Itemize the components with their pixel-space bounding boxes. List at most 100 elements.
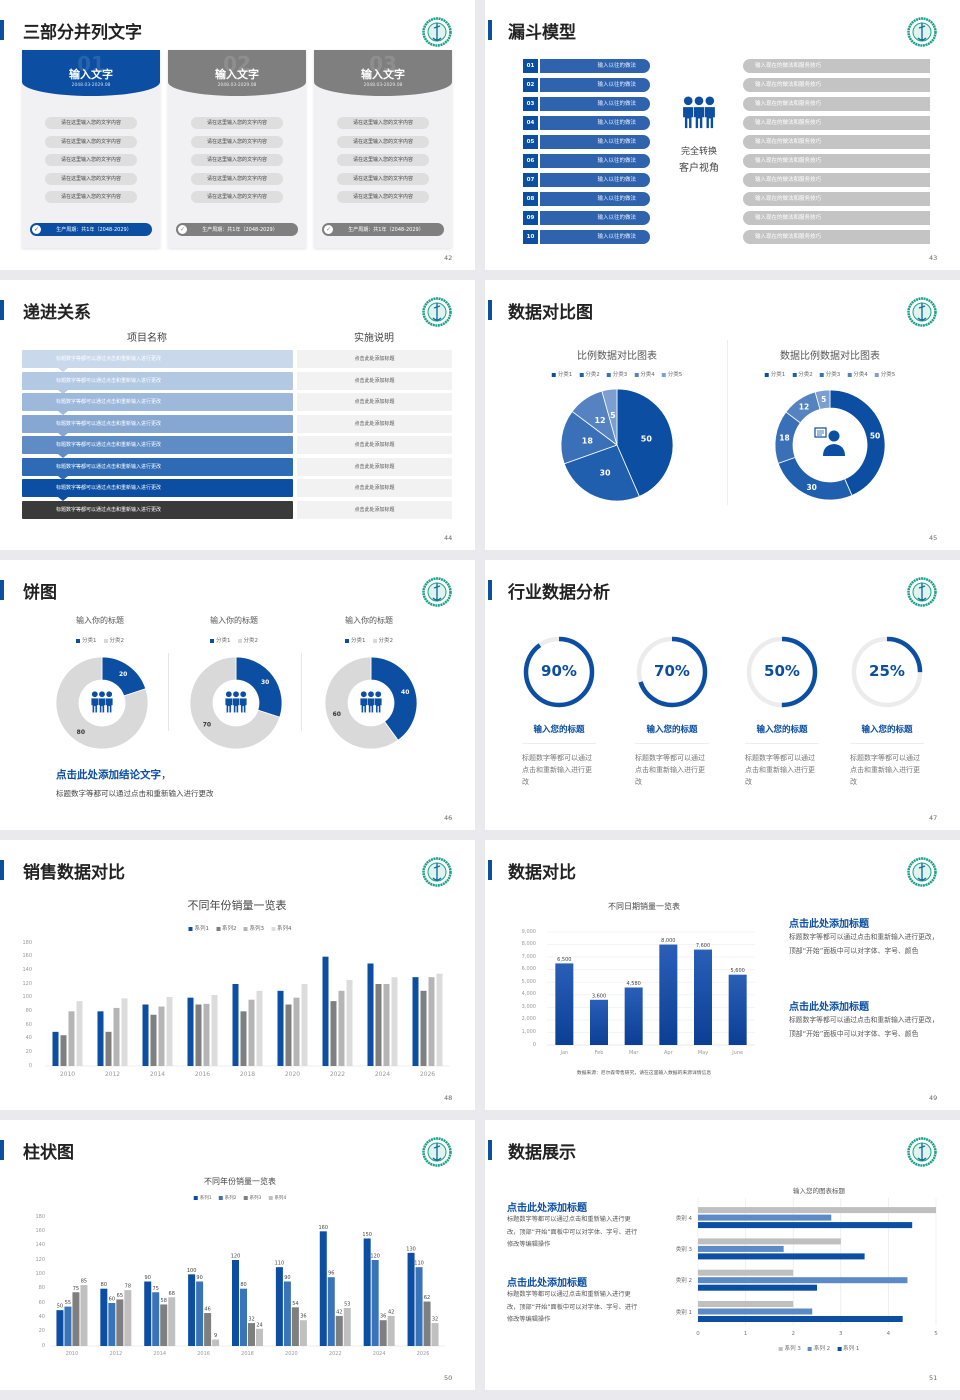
card-item-pill: 请在这里输入您的文字内容 [337,117,429,129]
title-accent-bar [0,580,4,600]
x-tick-label: 2010 [65,1351,79,1357]
y-tick-label: 180 [35,1213,45,1220]
notes-cell: 点击此处添加标题 [297,500,452,519]
slide-50: 柱状图 50 不同年份销量一览表 系列1 系列2 系列3 系列4 50 55 75 85 80 60 65… [0,1120,475,1390]
card-date: 2048.03-2029.08 [71,83,111,88]
chevron-icon [58,432,68,437]
card-date: 2048.03-2029.08 [363,83,403,88]
bar [76,1001,83,1066]
past-practice-bar: 输入以往的做法 [540,78,650,92]
chart-legend: 系列1 系列2 系列3 系列4 [188,924,292,932]
center-text-1: 完全转换 [680,147,718,157]
x-tick-label: 4 [886,1331,891,1337]
bar-value-label: 120 [370,1254,380,1260]
bar [407,1252,415,1346]
step-number: 05 [523,135,538,149]
bar-value-label: 100 [187,1268,197,1274]
bar [121,998,128,1066]
bar-value-label: 150 [362,1232,372,1238]
page-number: 47 [929,814,938,822]
bar-value-label: 68 [169,1291,175,1297]
legend-swatch [372,638,377,643]
legend-item: 分类5 [874,370,895,378]
item-title: 输入您的标题 [533,725,585,735]
logo-icon [907,17,937,47]
chart-title: 不同日期销量一览表 [608,902,680,911]
item-body: 标题数字等都可以通过点击和重新输入进行更改 [850,754,920,786]
pie-slice [324,656,399,750]
bar-value-label: 80 [101,1282,107,1288]
bar [698,1269,794,1276]
bar [423,1301,431,1346]
pie-slice [55,656,149,750]
current-practice-bar: 输入现在的做法和服务技巧 [743,97,930,111]
chart-legend: 系列 3 系列 2 系列 1 [778,1344,860,1352]
legend-item: 系列3 [243,1195,261,1201]
legend-swatch [807,1346,812,1351]
bar-value-label: 62 [424,1295,430,1301]
block-title: 点击此处添加标题 [789,919,869,930]
progress-arc [636,636,708,708]
y-tick-label: 1,000 [521,1028,536,1035]
past-practice-bar: 输入以往的做法 [540,59,650,73]
current-practice-bar: 输入现在的做法和服务技巧 [743,78,930,92]
data-source-note: 数据来源：尼尔森零售研究，请在这里输入数据的来源详情信息 [576,1071,712,1076]
progress-arc [851,636,923,708]
bar [624,987,643,1045]
logo-icon [422,17,452,47]
conclusion-heading: 点击此处添加结论文字， [56,767,172,782]
legend-item: 分类4 [634,370,655,378]
legend-swatch [874,372,879,377]
chart-legend: 分类1 分类2 分类3 分类4 分类5 [764,370,895,378]
progress-step-bar: 标题数字等都可以通过点击和重新输入进行更改 [22,457,293,476]
legend-swatch [268,1195,273,1200]
bar-value-label: 78 [125,1284,131,1290]
title-accent-bar [488,300,492,320]
legend-swatch [551,372,556,377]
chevron-icon [58,411,68,415]
step-number: 09 [523,211,538,225]
pie-slice [777,456,853,501]
bar [299,1320,307,1346]
check-circle-icon: ✓ [32,225,41,234]
bar [150,1014,157,1066]
legend-swatch [345,638,349,643]
legend-swatch [606,372,611,377]
bar [346,979,353,1066]
slice-label: 12 [799,403,809,412]
legend-swatch [837,1346,842,1351]
bar [363,1238,371,1346]
people-icon [360,691,382,713]
y-tick-label: 0 [532,1041,536,1048]
pie-slice [189,656,281,750]
x-tick-label: 2014 [153,1351,167,1357]
slice-label: 18 [582,436,594,445]
legend-item: 分类2 [579,370,600,378]
y-tick-label: 80 [25,1007,32,1014]
legend-label: 分类4 [640,372,655,378]
bar-value-label: 42 [388,1309,394,1315]
legend-item: 分类1 [764,370,786,378]
bar [694,949,712,1045]
slice-label: 30 [599,468,611,477]
bar [291,1307,299,1346]
legend-label: 分类1 [770,372,786,378]
bar [211,994,218,1066]
notes-cell: 点击此处添加标题 [297,393,452,411]
step-number: 10 [523,230,538,244]
slice-label: 50 [641,435,653,444]
pie-chart: 40 60 [324,656,418,750]
bar [196,1281,204,1346]
bar [590,999,608,1045]
card-item-pill: 请在这里输入您的文字内容 [337,191,429,203]
step-number: 03 [523,97,538,111]
divider [301,653,302,731]
card-item-pill: 请在这里输入您的文字内容 [45,191,137,203]
title-accent-bar [488,580,492,600]
bar-value-label: 32 [248,1317,254,1323]
legend-swatch [237,638,242,643]
x-tick-label: 1 [743,1331,748,1337]
legend-label: 系列 1 [843,1346,860,1352]
x-tick-label: 3 [839,1331,843,1337]
